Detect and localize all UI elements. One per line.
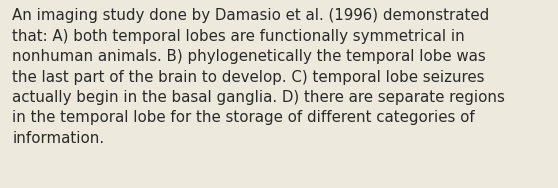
Text: An imaging study done by Damasio et al. (1996) demonstrated
that: A) both tempor: An imaging study done by Damasio et al. …	[12, 8, 505, 146]
